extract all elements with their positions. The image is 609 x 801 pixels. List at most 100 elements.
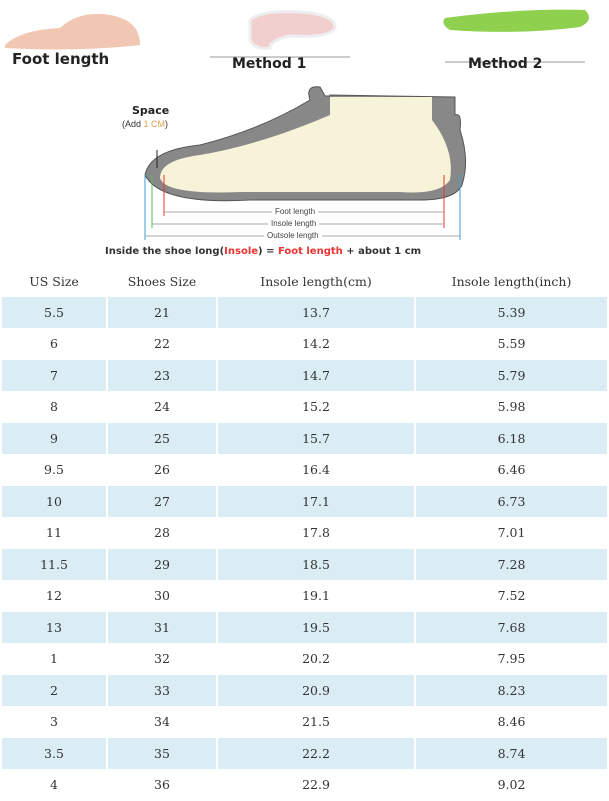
formula-insole: Insole <box>224 246 259 257</box>
table-row: 9.5 26 16.4 6.46 <box>2 455 607 486</box>
table-cell: 35 <box>108 738 216 769</box>
table-row: 10 27 17.1 6.73 <box>2 486 607 517</box>
table-cell: 1 <box>50 651 58 667</box>
table-row: 6 22 14.2 5.59 <box>2 329 607 360</box>
table-cell: 19.5 <box>218 612 414 643</box>
table-cell: 8 <box>50 399 58 415</box>
table-cell: 7.52 <box>497 588 526 604</box>
table-row: 7 23 14.7 5.79 <box>2 360 607 391</box>
table-cell: 19.1 <box>302 588 330 604</box>
table-cell: 11 <box>46 525 62 541</box>
table-cell: 17.1 <box>218 486 414 517</box>
table-cell: 21.5 <box>302 714 330 730</box>
outsole-length-label: Outsole length <box>264 231 322 240</box>
table-row: 8 24 15.2 5.98 <box>2 392 607 423</box>
table-cell: 16.4 <box>302 462 330 478</box>
insole-length-label: Insole length <box>268 219 320 228</box>
add-prefix: (Add <box>122 119 144 129</box>
table-cell: 5.59 <box>497 336 526 352</box>
table-cell: 4 <box>50 777 58 793</box>
formula-foot: Foot length <box>277 246 343 257</box>
table-row: 11 28 17.8 7.01 <box>2 518 607 549</box>
column-header: US Size <box>29 273 79 289</box>
formula-part3: + about 1 cm <box>342 246 422 257</box>
table-cell: 28 <box>154 525 170 541</box>
table-row: 5.5 21 13.7 5.39 <box>2 297 607 328</box>
table-cell: 5.98 <box>497 399 526 415</box>
table-cell: 17.8 <box>302 525 330 541</box>
table-cell: 22.2 <box>218 738 414 769</box>
size-table: US Size Shoes Size Insole length(cm) Insole… <box>0 265 609 801</box>
table-cell: 31 <box>108 612 216 643</box>
table-cell: 8.23 <box>416 675 607 706</box>
foot-photo <box>5 13 140 50</box>
table-cell: 24 <box>154 399 170 415</box>
foot-length-caption: Foot length <box>12 50 110 68</box>
table-cell: 7.01 <box>497 525 526 541</box>
table-cell: 13 <box>2 612 106 643</box>
table-cell: 22 <box>154 336 170 352</box>
table-cell: 7.28 <box>416 549 607 580</box>
table-cell: 20.2 <box>302 651 330 667</box>
table-row: 2 33 20.9 8.23 <box>2 675 607 706</box>
table-cell: 27 <box>108 486 216 517</box>
add-suffix: ) <box>165 119 169 129</box>
method-2-caption: Method 2 <box>468 56 543 72</box>
table-row: 13 31 19.5 7.68 <box>2 612 607 643</box>
table-cell: 8.74 <box>416 738 607 769</box>
table-cell: 13.7 <box>218 297 414 328</box>
table-cell: 6.18 <box>416 423 607 454</box>
table-cell: 33 <box>108 675 216 706</box>
space-label: Space <box>132 104 170 117</box>
table-cell: 20.9 <box>218 675 414 706</box>
formula-text: Inside the shoe long(Insole) = Foot leng… <box>105 246 421 257</box>
table-cell: 11.5 <box>2 549 106 580</box>
table-cell: 36 <box>154 777 170 793</box>
table-cell: 2 <box>2 675 106 706</box>
table-cell: 15.2 <box>302 399 330 415</box>
table-cell: 23 <box>108 360 216 391</box>
table-cell: 3 <box>50 714 58 730</box>
table-cell: 7.95 <box>497 651 526 667</box>
table-cell: 6 <box>50 336 58 352</box>
shoe-diagram <box>5 9 589 240</box>
size-guide-illustration: Foot length Method 1 Method 2 Space (Add… <box>0 0 609 265</box>
table-cell: 8.46 <box>497 714 526 730</box>
table-row: 3.5 35 22.2 8.74 <box>2 738 607 769</box>
column-header: Insole length(inch) <box>451 273 572 289</box>
table-row: 12 30 19.1 7.52 <box>2 581 607 612</box>
column-header: Insole length(cm) <box>260 273 372 289</box>
column-header: Shoes Size <box>127 273 197 289</box>
table-cell: 5.79 <box>416 360 607 391</box>
table-cell: 26 <box>154 462 170 478</box>
table-cell: 6.73 <box>416 486 607 517</box>
table-cell: 12 <box>46 588 62 604</box>
table-cell: 21 <box>108 297 216 328</box>
table-row: 9 25 15.7 6.18 <box>2 423 607 454</box>
table-cell: 9.5 <box>44 462 64 478</box>
table-header: US Size Shoes Size Insole length(cm) Insole… <box>2 266 607 296</box>
add-1cm-note: (Add 1 CM) <box>122 119 168 129</box>
add-value: 1 CM <box>143 119 166 129</box>
table-cell: 5.39 <box>416 297 607 328</box>
method-1-caption: Method 1 <box>232 56 307 72</box>
table-cell: 34 <box>154 714 170 730</box>
table-cell: 15.7 <box>218 423 414 454</box>
table-cell: 6.46 <box>497 462 526 478</box>
table-cell: 14.7 <box>218 360 414 391</box>
table-cell: 3.5 <box>2 738 106 769</box>
table-row: 11.5 29 18.5 7.28 <box>2 549 607 580</box>
table-cell: 9 <box>2 423 106 454</box>
foot-length-label: Foot length <box>272 207 319 216</box>
table-cell: 29 <box>108 549 216 580</box>
insole-icon <box>443 9 589 32</box>
footprint-icon <box>248 10 337 50</box>
table-cell: 18.5 <box>218 549 414 580</box>
table-cell: 9.02 <box>497 777 526 793</box>
table-cell: 30 <box>154 588 170 604</box>
formula-part1: Inside the shoe long( <box>105 246 225 257</box>
table-row: 3 34 21.5 8.46 <box>2 707 607 738</box>
table-cell: 25 <box>108 423 216 454</box>
table-cell: 14.2 <box>302 336 330 352</box>
table-cell: 22.9 <box>302 777 330 793</box>
